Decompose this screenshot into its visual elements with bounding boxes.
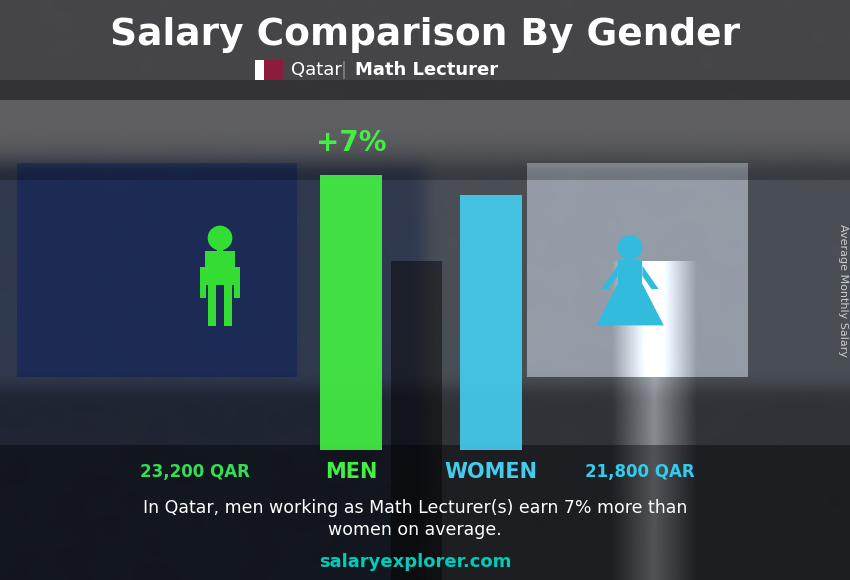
Text: WOMEN: WOMEN	[445, 462, 537, 482]
Text: +7%: +7%	[315, 129, 386, 157]
Bar	[320, 175, 382, 450]
Text: women on average.: women on average.	[328, 521, 502, 539]
Bar	[0, 445, 850, 580]
Circle shape	[207, 226, 232, 251]
Text: Math Lecturer: Math Lecturer	[355, 61, 498, 79]
Bar	[205, 251, 235, 285]
Bar	[207, 285, 216, 327]
Bar	[0, 80, 850, 180]
Bar	[224, 285, 232, 327]
Bar	[217, 245, 224, 253]
Text: 23,200 QAR: 23,200 QAR	[140, 463, 250, 481]
Circle shape	[618, 235, 643, 260]
Text: |: |	[341, 61, 347, 79]
Text: Qatar: Qatar	[291, 61, 342, 79]
Text: 21,800 QAR: 21,800 QAR	[585, 463, 694, 481]
Bar	[626, 254, 633, 263]
Bar	[234, 267, 241, 298]
Polygon shape	[643, 266, 659, 289]
Text: Average Monthly Salary: Average Monthly Salary	[838, 223, 848, 357]
Polygon shape	[596, 284, 664, 325]
Text: salaryexplorer.com: salaryexplorer.com	[319, 553, 511, 571]
Text: MEN: MEN	[325, 462, 377, 482]
Bar	[255, 60, 283, 80]
Polygon shape	[602, 266, 618, 289]
Bar	[634, 299, 642, 325]
Bar	[200, 267, 207, 298]
Bar	[460, 195, 522, 450]
Text: Salary Comparison By Gender: Salary Comparison By Gender	[110, 17, 740, 53]
Bar	[255, 60, 264, 80]
Bar	[618, 260, 643, 287]
Text: In Qatar, men working as Math Lecturer(s) earn 7% more than: In Qatar, men working as Math Lecturer(s…	[143, 499, 687, 517]
Bar	[618, 299, 626, 325]
Bar	[0, 0, 850, 100]
